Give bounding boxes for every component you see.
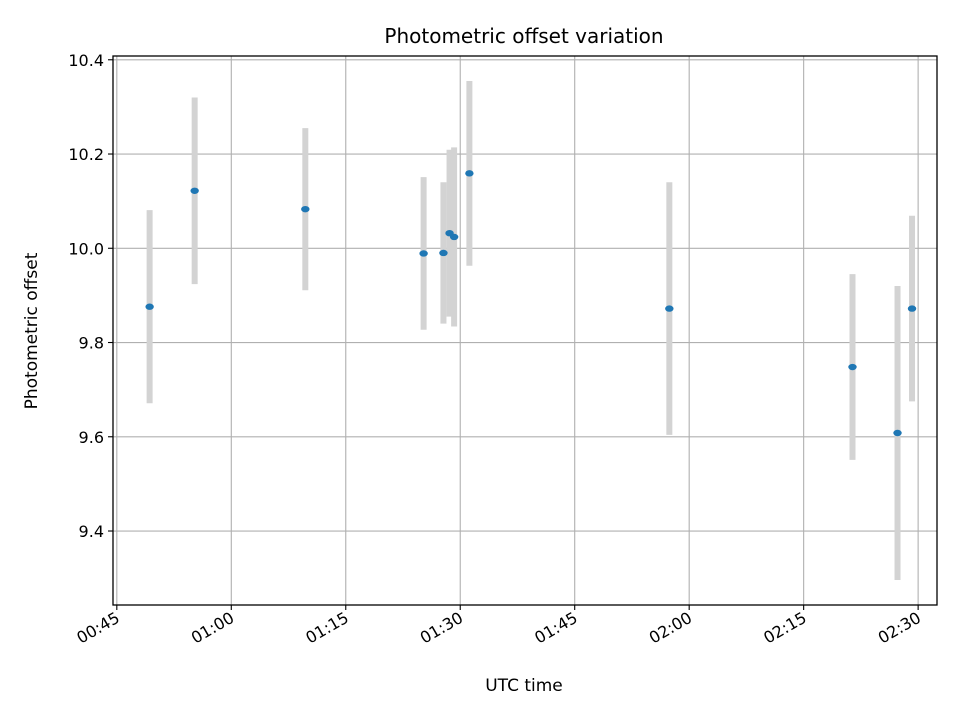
grid xyxy=(113,56,937,605)
data-point xyxy=(893,429,902,437)
data-points xyxy=(145,170,917,437)
y-axis-label: Photometric offset xyxy=(22,252,42,409)
plot-frame xyxy=(112,55,938,606)
data-point xyxy=(449,233,459,241)
y-tick-label: 10.2 xyxy=(68,145,104,164)
y-tick-label: 9.6 xyxy=(79,428,104,447)
y-tick-label: 10.0 xyxy=(68,239,104,258)
data-point xyxy=(439,249,448,257)
data-point xyxy=(190,187,199,194)
data-point xyxy=(465,170,474,177)
data-point xyxy=(665,305,674,312)
y-tick-label: 10.4 xyxy=(68,51,104,70)
data-point xyxy=(419,250,428,257)
y-axis-ticks: 9.4 9.6 9.8 10.0 10.2 10.4 xyxy=(68,51,113,541)
y-tick-label: 9.4 xyxy=(79,522,104,541)
x-axis-label: UTC time xyxy=(485,676,563,696)
data-point xyxy=(301,205,310,213)
data-point xyxy=(907,305,917,312)
data-point xyxy=(848,363,857,371)
y-tick-label: 9.8 xyxy=(79,334,104,353)
data-point xyxy=(145,303,154,310)
chart-title: Photometric offset variation xyxy=(384,24,663,48)
